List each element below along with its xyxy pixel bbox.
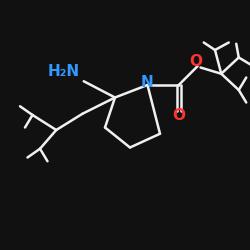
Text: O: O [172,108,185,123]
Text: N: N [141,75,154,90]
Text: H₂N: H₂N [48,64,80,79]
Text: O: O [190,54,203,69]
